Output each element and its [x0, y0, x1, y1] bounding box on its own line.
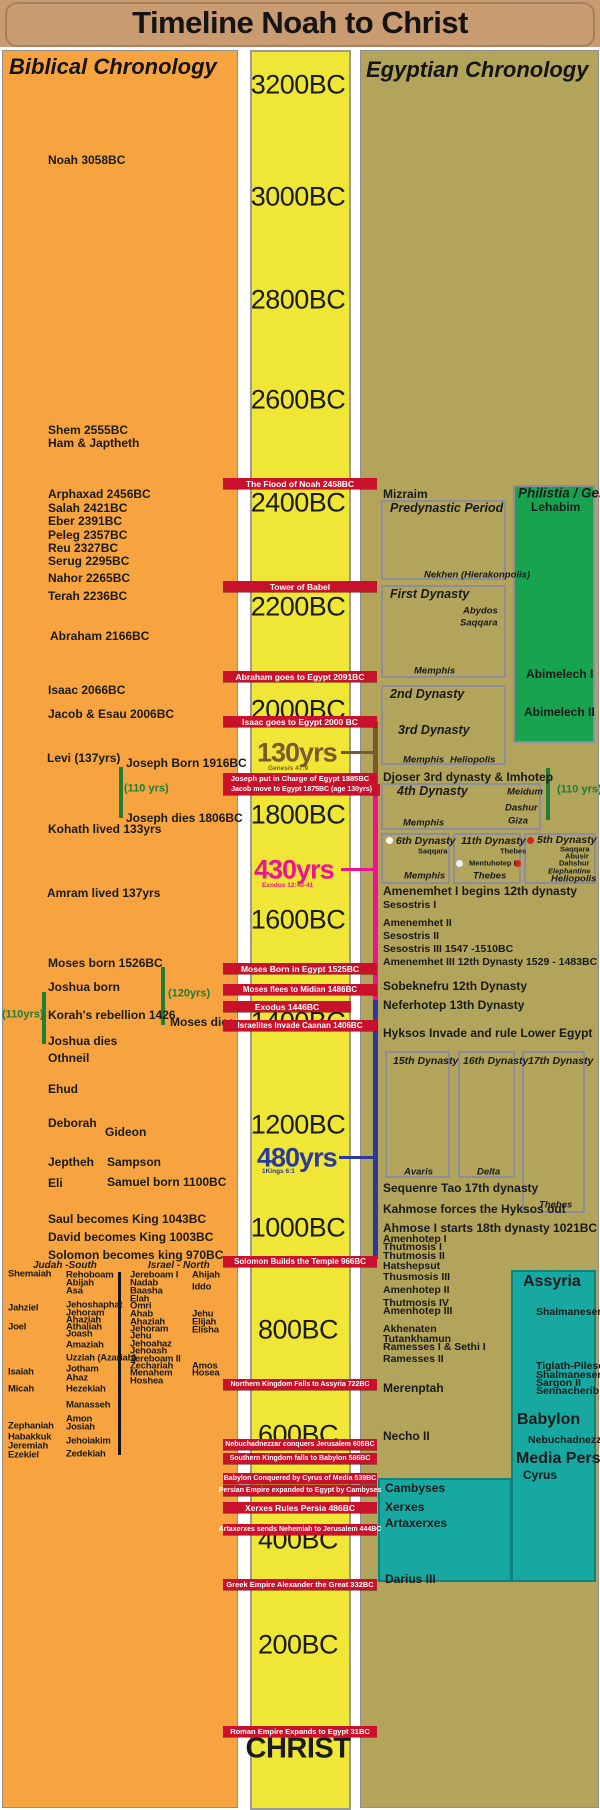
title-bar: Timeline Noah to Christ: [0, 0, 600, 47]
timeline-column: [250, 50, 351, 1810]
egyptian-column: [360, 50, 599, 1808]
biblical-column: [2, 50, 238, 1808]
page-title: Timeline Noah to Christ: [132, 5, 468, 40]
biblical-chronology-header: Biblical Chronology: [9, 54, 217, 79]
egyptian-chronology-header: Egyptian Chronology: [366, 57, 589, 82]
title-border: [5, 2, 595, 47]
